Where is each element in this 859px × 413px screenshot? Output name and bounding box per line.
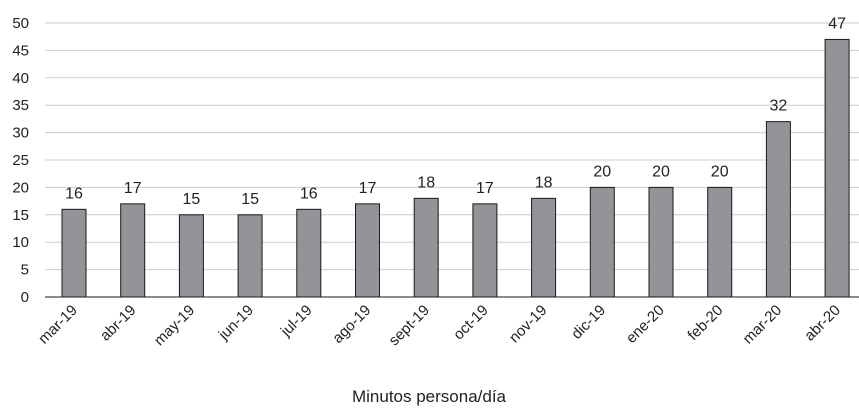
x-tick-label: sept-19 [386,302,433,349]
bar [824,38,850,298]
x-axis-ticks: mar-19 abr-19 may-19 jun-19 jul-19 ago-19 sept… [35,302,844,349]
gridlines [45,22,859,271]
data-label: 16 [300,185,318,202]
data-label: 16 [65,185,83,202]
bar [648,186,674,298]
x-tick-label: ene-20 [623,302,668,347]
data-label: 15 [183,191,201,208]
y-tick-label: 50 [12,15,29,32]
y-tick-label: 10 [12,234,29,251]
bar [413,197,439,298]
bar [61,208,87,298]
bar [472,203,498,298]
y-tick-label: 5 [21,262,29,279]
y-tick-label: 20 [12,179,29,196]
data-label: 17 [476,180,494,197]
y-tick-label: 35 [12,97,29,114]
data-label: 20 [652,163,670,180]
bar [765,121,791,298]
x-tick-label: oct-19 [450,302,492,344]
data-labels: 16 17 15 15 16 17 18 17 18 20 20 20 32 47 [65,15,846,207]
y-tick-label: 40 [12,70,29,87]
x-tick-label: mar-19 [35,302,81,348]
bar [355,203,380,298]
data-label: 18 [417,174,435,191]
data-label: 17 [124,180,142,197]
bar [178,214,204,298]
x-tick-label: feb-20 [684,302,726,344]
bar [296,208,322,298]
x-tick-label: jul-19 [277,302,316,341]
data-label: 47 [828,15,846,32]
x-tick-label: ago-19 [329,302,374,347]
x-axis-title: Minutos persona/día [352,387,507,406]
x-tick-label: jun-19 [215,302,257,344]
data-label: 15 [241,191,259,208]
bar [237,214,263,298]
x-tick-label: may-19 [151,302,198,349]
bar [120,203,146,298]
y-axis-ticks: 0 5 10 15 20 25 30 35 40 45 50 [12,15,29,306]
data-label: 17 [359,180,377,197]
bar [707,186,733,298]
x-tick-label: abr-20 [801,302,844,345]
bar [589,186,615,298]
y-tick-label: 15 [12,207,29,224]
data-label: 18 [535,174,553,191]
x-tick-label: abr-19 [97,302,140,345]
data-label: 20 [711,163,729,180]
x-tick-label: dic-19 [568,302,609,343]
bar [531,197,557,298]
data-label: 20 [593,163,611,180]
x-tick-label: mar-20 [740,302,786,348]
data-label: 32 [770,98,788,115]
y-tick-label: 45 [12,42,29,59]
y-tick-label: 0 [21,289,29,306]
x-tick-label: nov-19 [506,302,550,346]
y-tick-label: 25 [12,152,29,169]
y-tick-label: 30 [12,125,29,142]
